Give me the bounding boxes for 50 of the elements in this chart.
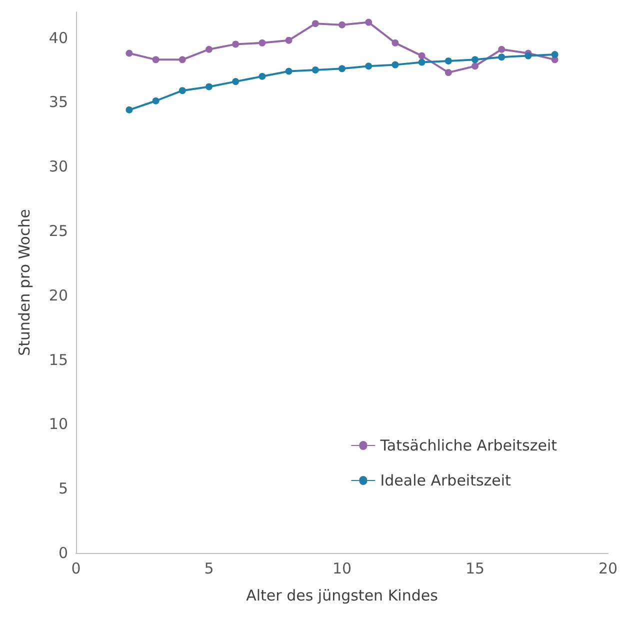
point (551, 51, 558, 58)
y-tick-label: 25 (48, 222, 68, 240)
x-axis-title: Alter des jüngsten Kindes (246, 586, 438, 604)
y-tick-label: 20 (48, 286, 68, 304)
point (418, 52, 426, 60)
point (232, 78, 240, 86)
point (178, 87, 186, 94)
point (232, 40, 240, 48)
point (418, 58, 426, 66)
point (258, 72, 266, 80)
point (498, 46, 506, 53)
point (498, 54, 506, 61)
point (126, 50, 133, 57)
x-tick-label: 20 (598, 560, 618, 578)
point (392, 39, 399, 46)
y-tick-label: 35 (48, 93, 68, 112)
point (338, 65, 346, 72)
point (126, 106, 133, 114)
point (312, 66, 319, 74)
y-tick-label: 30 (48, 158, 68, 176)
legend-label: Tatsächliche Arbeitszeit (379, 436, 558, 454)
point (392, 61, 399, 68)
x-tick-label: 10 (332, 560, 352, 578)
point (178, 56, 186, 64)
point (285, 68, 292, 75)
y-tick-label: 15 (48, 350, 68, 369)
point (444, 57, 452, 64)
point (312, 20, 319, 28)
point (285, 36, 292, 44)
point (524, 52, 532, 60)
point (338, 21, 346, 28)
y-tick-label: 5 (58, 480, 68, 498)
point (206, 83, 212, 90)
point (258, 39, 266, 46)
x-tick-label: 15 (465, 560, 485, 578)
point (365, 62, 372, 70)
y-tick-label: 0 (58, 544, 68, 562)
point (152, 56, 160, 64)
point (365, 18, 372, 26)
point (152, 97, 160, 104)
legend-label: Ideale Arbeitszeit (380, 472, 512, 490)
point (206, 46, 212, 53)
point (472, 56, 478, 64)
x-tick-label: 0 (71, 560, 81, 578)
y-axis-title: Stunden pro Woche (16, 209, 34, 356)
y-tick-label: 10 (48, 415, 68, 434)
point (444, 69, 452, 76)
x-tick-label: 5 (204, 560, 214, 578)
point (472, 62, 478, 70)
y-tick-label: 40 (48, 28, 68, 47)
